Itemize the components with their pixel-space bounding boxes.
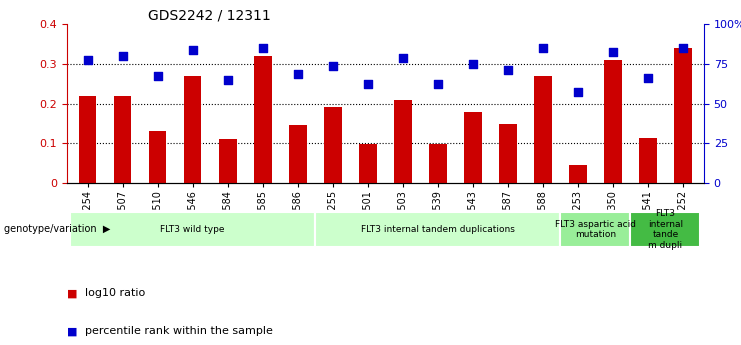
Text: percentile rank within the sample: percentile rank within the sample: [85, 326, 273, 336]
Text: log10 ratio: log10 ratio: [85, 288, 145, 298]
Bar: [499, 124, 516, 183]
Point: [502, 67, 514, 72]
Point: [467, 61, 479, 67]
Bar: [359, 144, 376, 183]
Bar: [149, 131, 167, 183]
Point: [537, 45, 549, 51]
Point: [677, 45, 689, 51]
Point: [117, 53, 129, 59]
Bar: [79, 96, 96, 183]
Text: FLT3 aspartic acid
mutation: FLT3 aspartic acid mutation: [555, 220, 636, 239]
Text: genotype/variation  ▶: genotype/variation ▶: [4, 225, 110, 234]
Point: [152, 73, 164, 79]
Bar: [604, 60, 622, 183]
Bar: [324, 108, 342, 183]
Text: FLT3 internal tandem duplications: FLT3 internal tandem duplications: [361, 225, 515, 234]
Bar: [464, 112, 482, 183]
Bar: [674, 48, 691, 183]
Point: [292, 71, 304, 77]
Text: FLT3
internal
tande
m dupli: FLT3 internal tande m dupli: [648, 209, 683, 249]
Point: [642, 75, 654, 80]
Text: FLT3 wild type: FLT3 wild type: [161, 225, 225, 234]
Bar: [254, 56, 271, 183]
Bar: [429, 144, 447, 183]
Text: ■: ■: [67, 326, 77, 336]
Point: [362, 81, 373, 87]
Point: [432, 81, 444, 87]
Bar: [569, 165, 587, 183]
Bar: [639, 138, 657, 183]
Bar: [114, 96, 131, 183]
Text: GDS2242 / 12311: GDS2242 / 12311: [148, 9, 271, 23]
Point: [607, 49, 619, 55]
Bar: [184, 76, 202, 183]
Text: ■: ■: [67, 288, 77, 298]
Point: [187, 47, 199, 53]
Bar: [394, 100, 411, 183]
Point: [327, 63, 339, 69]
Point: [82, 57, 93, 63]
Point: [257, 45, 269, 51]
Point: [222, 77, 233, 82]
Point: [397, 55, 409, 61]
Bar: [534, 76, 551, 183]
Bar: [219, 139, 236, 183]
Bar: [289, 125, 307, 183]
Point: [572, 89, 584, 95]
